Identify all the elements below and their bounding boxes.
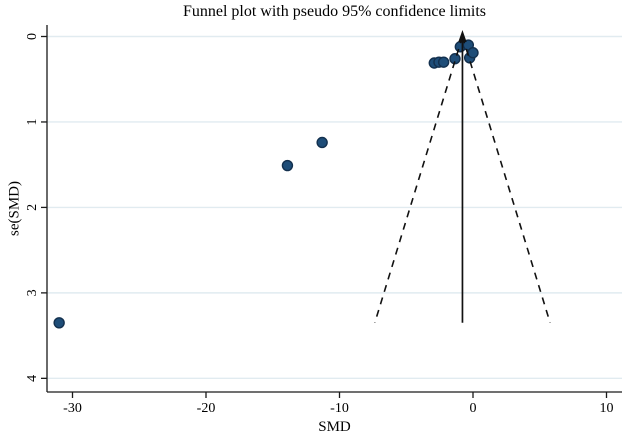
chart-title: Funnel plot with pseudo 95% confidence l… xyxy=(182,3,487,20)
axes-group xyxy=(41,25,622,398)
study-data-point xyxy=(316,136,328,149)
y-axis-title: se(SMD) xyxy=(6,181,22,236)
x-tick-label: 0 xyxy=(470,401,477,416)
funnel-right-ci-line xyxy=(461,36,551,324)
x-tick-label: -20 xyxy=(197,401,216,416)
y-tick-label: 4 xyxy=(25,375,40,382)
study-data-point xyxy=(437,56,450,68)
study-data-point xyxy=(281,159,294,172)
axis-labels-group: 0 1 2 3 4 -30 -20 -10 0 10 SMD se(SMD) xyxy=(6,33,613,435)
data-points-group xyxy=(53,39,479,329)
up-arrow-icon xyxy=(458,30,467,42)
study-data-point xyxy=(467,47,479,59)
y-tick-label: 0 xyxy=(25,33,40,40)
funnel-lines-group xyxy=(374,30,551,324)
x-tick-label: -30 xyxy=(63,401,82,416)
x-tick-label: -10 xyxy=(330,401,349,416)
funnel-left-ci-line xyxy=(374,36,464,324)
y-tick-label: 2 xyxy=(25,204,40,211)
gridlines-group xyxy=(47,35,622,380)
x-axis-title: SMD xyxy=(318,419,351,435)
y-tick-label: 3 xyxy=(25,289,40,296)
y-tick-label: 1 xyxy=(25,118,40,125)
study-data-point xyxy=(53,317,65,329)
x-tick-label: 10 xyxy=(600,401,614,416)
study-data-point xyxy=(449,53,461,65)
